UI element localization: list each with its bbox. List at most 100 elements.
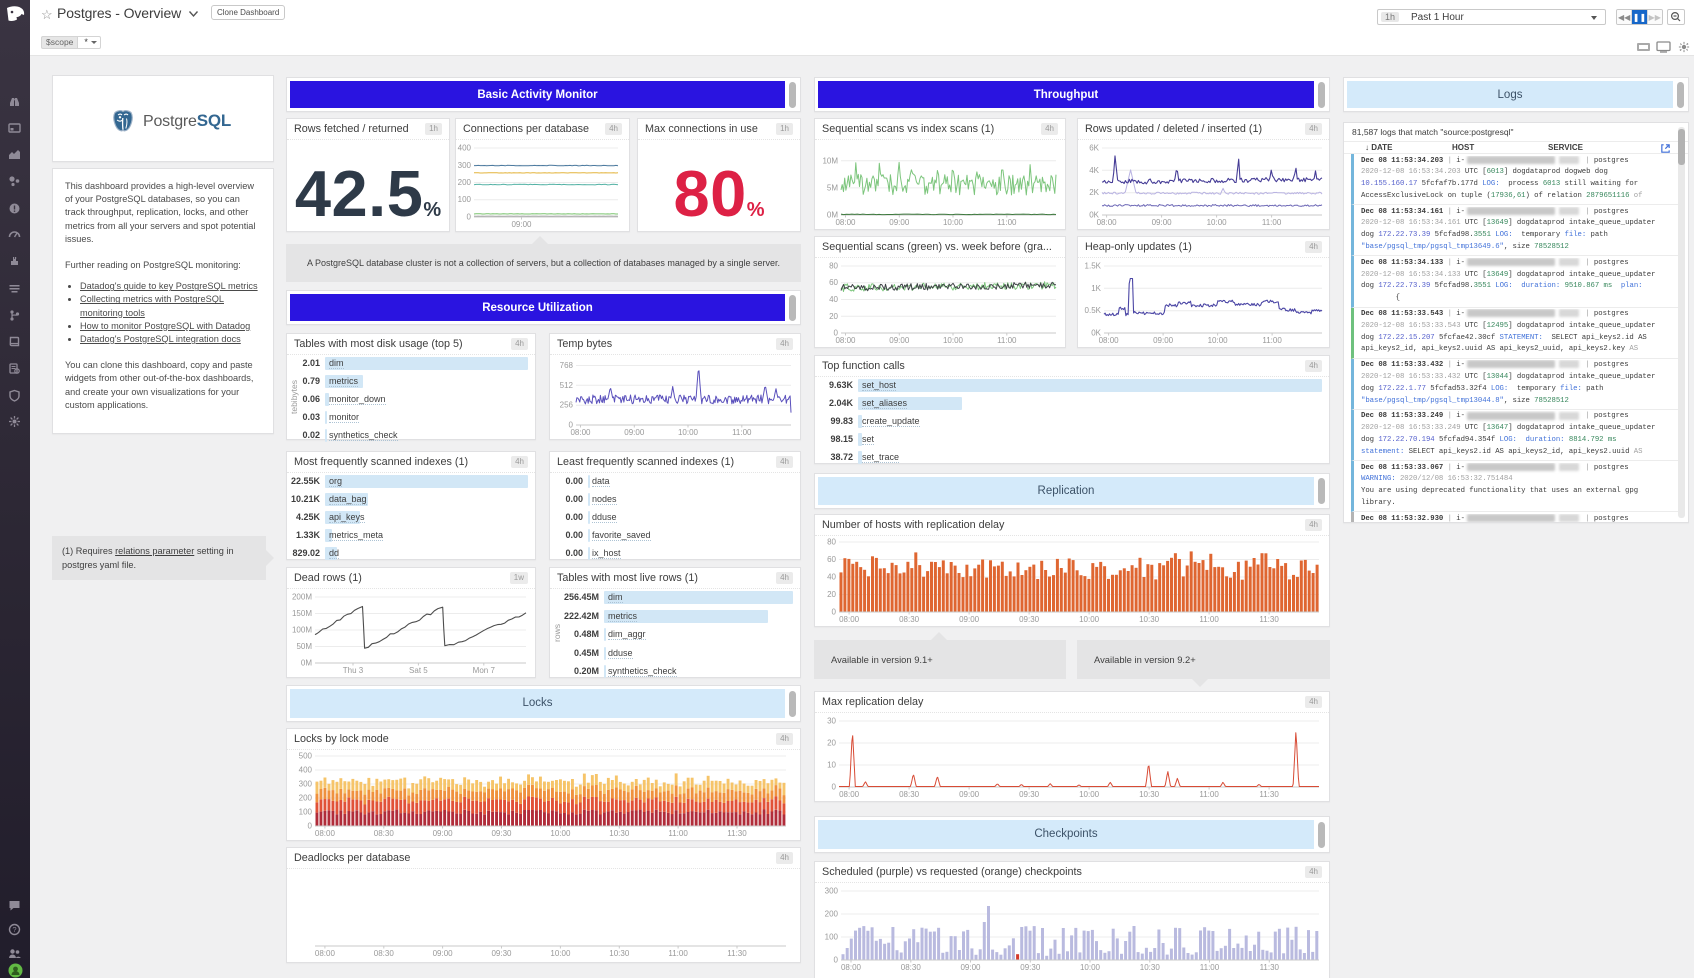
svg-text:09:00: 09:00 [960,963,981,972]
svg-text:40: 40 [829,295,838,304]
svg-text:08:00: 08:00 [839,615,860,624]
svg-text:300: 300 [825,887,839,896]
svg-text:11:00: 11:00 [1200,963,1220,972]
svg-text:08:00: 08:00 [1099,336,1120,345]
svg-text:150M: 150M [292,609,312,618]
svg-text:1.5K: 1.5K [1085,262,1102,271]
svg-text:50M: 50M [296,642,312,651]
svg-text:11:00: 11:00 [668,829,688,838]
svg-text:11:00: 11:00 [732,428,752,437]
svg-text:0K: 0K [1089,211,1099,220]
svg-text:10:00: 10:00 [943,218,964,227]
svg-text:10:00: 10:00 [550,829,571,838]
svg-text:08:00: 08:00 [315,829,336,838]
svg-text:80: 80 [829,262,838,271]
svg-text:10:00: 10:00 [1079,615,1100,624]
svg-text:20: 20 [829,312,838,321]
svg-text:09:30: 09:30 [1019,615,1040,624]
svg-text:100: 100 [299,808,313,817]
svg-text:10:00: 10:00 [1079,790,1100,799]
svg-text:08:00: 08:00 [1097,218,1118,227]
svg-text:08:00: 08:00 [570,428,591,437]
svg-text:400: 400 [299,766,313,775]
svg-text:0M: 0M [827,211,838,220]
svg-text:08:00: 08:00 [835,336,856,345]
svg-text:300: 300 [458,161,472,170]
svg-text:512: 512 [560,381,574,390]
svg-text:10M: 10M [822,156,838,165]
svg-text:08:30: 08:30 [899,790,920,799]
svg-text:08:00: 08:00 [839,790,860,799]
svg-text:11:30: 11:30 [1260,963,1280,972]
svg-text:6K: 6K [1089,144,1099,153]
svg-text:60: 60 [827,555,836,564]
svg-text:11:00: 11:00 [997,218,1017,227]
svg-text:300: 300 [299,780,313,789]
svg-text:10:30: 10:30 [1140,963,1161,972]
svg-text:09:00: 09:00 [433,949,454,958]
svg-text:09:30: 09:30 [1019,790,1040,799]
svg-text:200: 200 [825,910,839,919]
svg-text:10:00: 10:00 [1080,963,1101,972]
svg-text:500: 500 [299,752,313,761]
svg-text:08:30: 08:30 [899,615,920,624]
svg-text:30: 30 [827,717,836,726]
svg-text:0K: 0K [1091,329,1101,338]
svg-text:11:00: 11:00 [1199,615,1219,624]
svg-text:09:00: 09:00 [889,218,910,227]
svg-text:40: 40 [827,573,836,582]
svg-text:10: 10 [827,761,836,770]
svg-text:10:00: 10:00 [678,428,699,437]
svg-text:11:00: 11:00 [668,949,688,958]
svg-text:10:00: 10:00 [550,949,571,958]
svg-text:09:00: 09:00 [959,615,980,624]
svg-text:09:00: 09:00 [624,428,645,437]
svg-text:10:00: 10:00 [1208,336,1229,345]
svg-text:1K: 1K [1091,284,1101,293]
svg-text:200: 200 [458,178,472,187]
svg-text:09:00: 09:00 [433,829,454,838]
svg-text:10:30: 10:30 [1139,615,1160,624]
svg-text:09:00: 09:00 [889,336,910,345]
svg-text:09:00: 09:00 [511,220,532,229]
svg-text:09:30: 09:30 [491,829,512,838]
svg-text:08:00: 08:00 [315,949,336,958]
svg-text:0: 0 [308,822,313,831]
svg-text:20: 20 [827,739,836,748]
svg-text:08:30: 08:30 [374,829,395,838]
svg-text:400: 400 [458,144,472,153]
svg-text:11:30: 11:30 [727,829,747,838]
svg-text:0: 0 [832,608,837,617]
svg-text:11:30: 11:30 [1259,615,1279,624]
svg-text:200: 200 [299,794,313,803]
svg-text:60: 60 [829,278,838,287]
svg-text:4K: 4K [1089,166,1099,175]
svg-text:0M: 0M [301,659,312,668]
svg-text:11:00: 11:00 [1199,790,1219,799]
svg-text:0: 0 [569,421,574,430]
svg-text:08:30: 08:30 [374,949,395,958]
svg-text:?: ? [12,925,16,934]
svg-text:80: 80 [827,538,836,547]
svg-text:11:00: 11:00 [1262,336,1282,345]
svg-text:09:00: 09:00 [1153,336,1174,345]
svg-text:100: 100 [825,933,839,942]
svg-text:Mon 7: Mon 7 [473,666,496,675]
svg-text:09:00: 09:00 [1152,218,1173,227]
svg-text:11:30: 11:30 [1259,790,1279,799]
svg-text:Sat 5: Sat 5 [409,666,428,675]
svg-text:Thu 3: Thu 3 [343,666,364,675]
svg-text:10:00: 10:00 [943,336,964,345]
svg-text:0: 0 [834,956,839,965]
svg-text:10:30: 10:30 [609,949,630,958]
svg-text:08:00: 08:00 [835,218,856,227]
svg-text:08:00: 08:00 [841,963,862,972]
svg-text:08:30: 08:30 [901,963,922,972]
svg-text:5M: 5M [827,183,838,192]
svg-text:11:00: 11:00 [997,336,1017,345]
svg-text:20: 20 [827,590,836,599]
svg-text:09:30: 09:30 [1020,963,1041,972]
svg-text:0: 0 [834,329,839,338]
svg-text:200M: 200M [292,593,312,602]
svg-text:768: 768 [560,361,574,370]
